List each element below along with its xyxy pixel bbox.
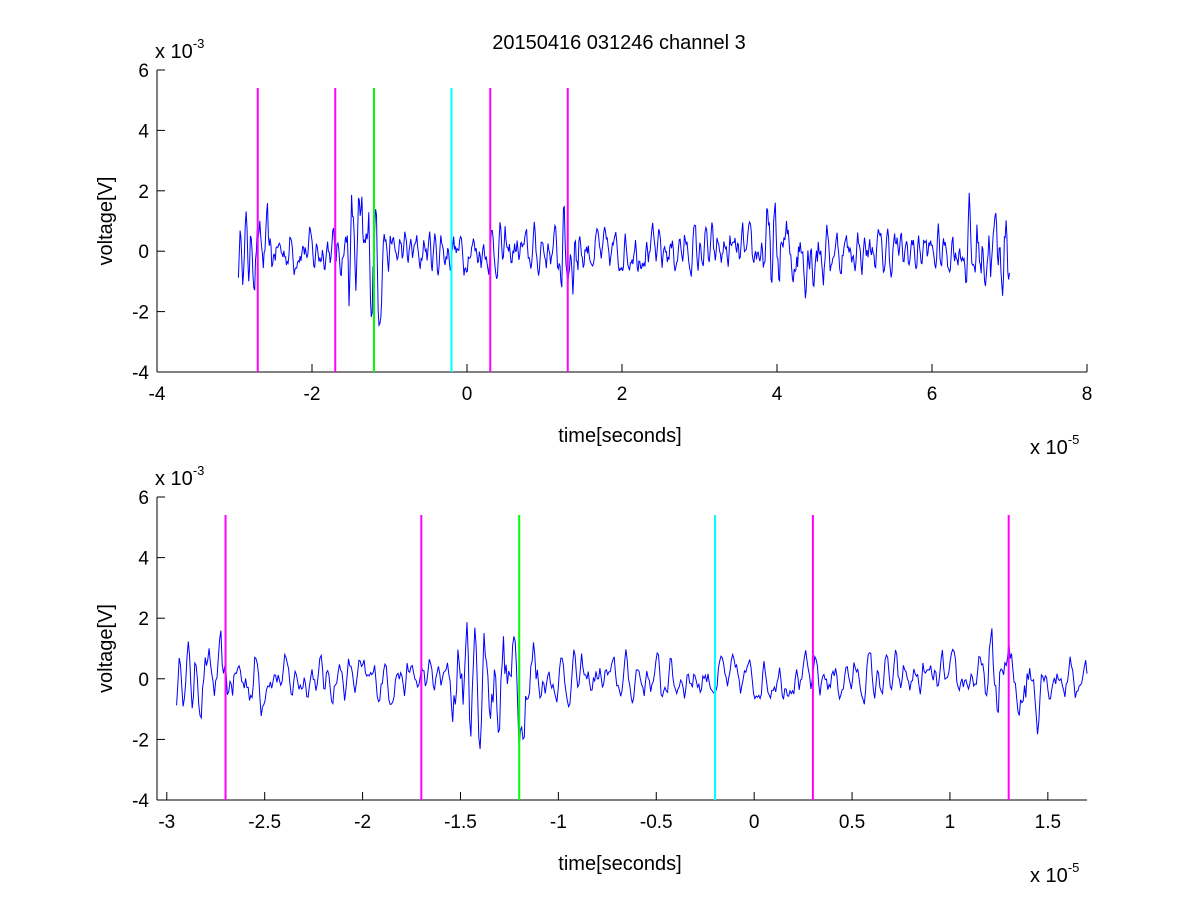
y-scale-factor: x 10-3 [155,463,204,490]
top-plot-panel: -4 -2 0 2 4 6 8 -4 -2 0 2 4 6 time[seconds] voltage[V]… [95,36,1092,459]
y-scale-exponent: -3 [193,463,205,478]
y-tick-label: 2 [138,182,149,203]
y-tick-label: -4 [132,363,149,384]
y-tick-label: -2 [132,730,149,751]
x-tick-label: -2 [304,384,321,405]
x-scale-factor: x 10-5 [1030,860,1079,887]
y-tick-label: 2 [138,609,149,630]
x-axis-label: time[seconds] [558,425,681,447]
y-tick-label: 6 [138,61,149,82]
figure-title: 20150416 031246 channel 3 [492,32,746,54]
y-axis-label: voltage[V] [95,604,117,693]
x-tick-label: -1.5 [444,812,477,833]
x-tick-label: 0.5 [839,812,865,833]
x-axis-label: time[seconds] [558,853,681,875]
x-tick-label: 1.5 [1035,812,1061,833]
x-tick-label: 6 [927,384,938,405]
x-tick-label: 0 [749,812,760,833]
y-tick-label: 4 [138,549,149,570]
y-scale-factor: x 10-3 [155,36,204,63]
y-axis-label: voltage[V] [95,177,117,266]
y-tick-label: 6 [138,488,149,509]
y-tick-label: -2 [132,303,149,324]
x-tick-label: 2 [617,384,628,405]
x-tick-label: 4 [772,384,783,405]
x-tick-label: -2 [354,812,371,833]
y-scale-exponent: -3 [193,36,205,51]
x-tick-label: -2.5 [248,812,281,833]
x-tick-label: -0.5 [640,812,673,833]
y-tick-label: -4 [132,791,149,812]
x-tick-label: 1 [945,812,956,833]
x-scale-factor: x 10-5 [1030,432,1079,459]
x-tick-label: 0 [462,384,473,405]
voltage-trace [237,192,1010,328]
x-tick-label: -3 [158,812,175,833]
x-tick-label: -1 [550,812,567,833]
bottom-plot-panel: -3 -2.5 -2 -1.5 -1 -0.5 0 0.5 1 1.5 -4 -2 0 2 4 6 time[s… [95,463,1088,887]
y-tick-label: 4 [138,121,149,142]
y-tick-label: 0 [138,242,149,263]
y-tick-label: 0 [138,670,149,691]
x-scale-exponent: -5 [1068,860,1080,875]
voltage-trace [176,622,1088,750]
x-tick-label: -4 [149,384,166,405]
x-scale-exponent: -5 [1068,432,1080,447]
x-tick-label: 8 [1082,384,1093,405]
